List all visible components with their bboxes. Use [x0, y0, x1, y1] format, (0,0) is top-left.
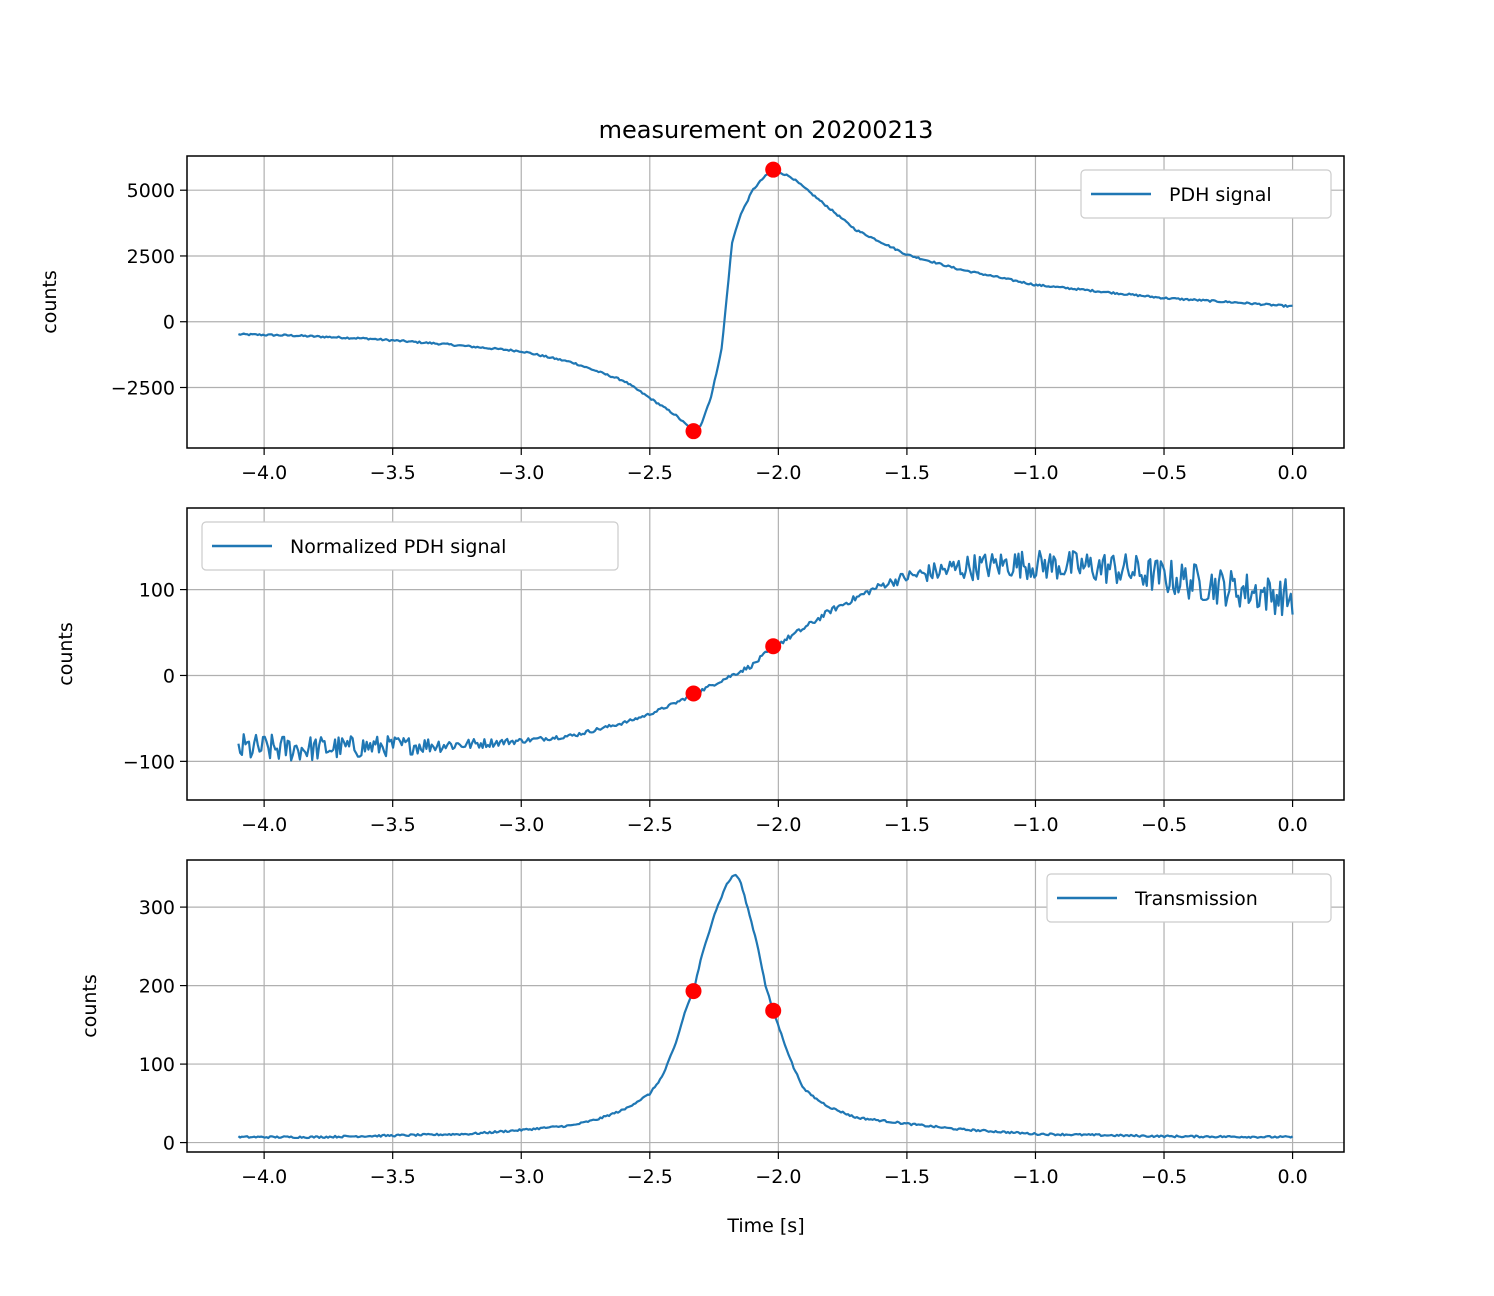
panel-3-grid [187, 860, 1344, 1152]
y-tick-label: 5000 [127, 180, 175, 202]
panel-2-legend: Normalized PDH signal [201, 521, 619, 571]
x-axis-label: Time [s] [726, 1215, 804, 1237]
chart-title: measurement on 20200213 [599, 116, 934, 144]
panel-3-ylabel: counts [79, 974, 101, 1038]
panel-2-ylabel: counts [55, 622, 77, 686]
x-tick-label: −0.5 [1141, 1166, 1187, 1188]
x-tick-label: −2.5 [627, 814, 673, 836]
legend-label: Normalized PDH signal [290, 536, 506, 558]
panel-3-plot [237, 873, 1294, 1140]
highlight-marker [685, 983, 702, 1000]
legend-frame [1046, 873, 1332, 923]
x-tick-label: −3.0 [498, 1166, 544, 1188]
highlight-marker [765, 1002, 782, 1019]
legend-frame [1080, 169, 1332, 219]
y-tick-label: 200 [139, 976, 175, 998]
panel-1-yticks: −2500 0 2500 5000 [111, 180, 187, 399]
x-tick-label: −0.5 [1141, 462, 1187, 484]
y-tick-label: 300 [139, 897, 175, 919]
x-tick-label: −2.5 [627, 462, 673, 484]
x-tick-label: −1.0 [1012, 814, 1058, 836]
legend-frame [201, 521, 619, 571]
x-tick-label: −3.0 [498, 814, 544, 836]
y-tick-label: 0 [163, 1133, 175, 1155]
highlight-marker [765, 161, 782, 178]
panel-2-plot [237, 549, 1294, 762]
x-tick-label: −3.5 [370, 1166, 416, 1188]
panel-pdh-signal: −4.0 −3.5 −3.0 −2.5 −2.0 −1.5 −1.0 −0.5 0.0 −250… [39, 155, 1345, 484]
highlight-marker [685, 685, 702, 702]
panel-2-yticks: −100 0 100 [123, 580, 187, 773]
highlight-marker [685, 423, 702, 440]
y-tick-label: 100 [139, 580, 175, 602]
panel-1-frame [186, 155, 1345, 449]
y-tick-label: 0 [163, 665, 175, 687]
legend-label: Transmission [1134, 888, 1258, 910]
panel-2-frame [186, 507, 1345, 801]
x-tick-label: −1.0 [1012, 462, 1058, 484]
panel-3-yticks: 0 100 200 300 [139, 897, 187, 1155]
y-tick-label: −100 [123, 751, 175, 773]
x-tick-label: −2.0 [755, 462, 801, 484]
panel-transmission: −4.0 −3.5 −3.0 −2.5 −2.0 −1.5 −1.0 −0.5 0.0 0 100… [79, 859, 1345, 1188]
legend-label: PDH signal [1169, 184, 1272, 206]
panel-1-legend: PDH signal [1080, 169, 1332, 219]
x-tick-label: −3.5 [370, 462, 416, 484]
y-tick-label: 0 [163, 312, 175, 334]
series-line [238, 169, 1293, 432]
x-tick-label: 0.0 [1277, 462, 1307, 484]
x-tick-label: −3.5 [370, 814, 416, 836]
series-line [237, 549, 1294, 762]
x-tick-label: −2.0 [755, 814, 801, 836]
y-tick-label: −2500 [111, 377, 175, 399]
highlight-marker [765, 638, 782, 655]
x-tick-label: 0.0 [1277, 814, 1307, 836]
panel-3-xticks: −4.0 −3.5 −3.0 −2.5 −2.0 −1.5 −1.0 −0.5 0.0 [241, 1152, 1308, 1188]
x-tick-label: −0.5 [1141, 814, 1187, 836]
x-tick-label: −3.0 [498, 462, 544, 484]
y-tick-label: 2500 [127, 246, 175, 268]
x-tick-label: −2.0 [755, 1166, 801, 1188]
panel-1-ylabel: counts [39, 270, 61, 334]
x-tick-label: −2.5 [627, 1166, 673, 1188]
x-tick-label: −1.5 [884, 462, 930, 484]
x-tick-label: −4.0 [241, 462, 287, 484]
x-tick-label: −4.0 [241, 814, 287, 836]
y-tick-label: 100 [139, 1054, 175, 1076]
x-tick-label: −1.0 [1012, 1166, 1058, 1188]
panel-1-plot [238, 161, 1293, 440]
panel-3-frame [186, 859, 1345, 1153]
x-tick-label: −4.0 [241, 1166, 287, 1188]
series-line [237, 873, 1294, 1140]
panel-1-xticks: −4.0 −3.5 −3.0 −2.5 −2.0 −1.5 −1.0 −0.5 0.0 [241, 448, 1308, 484]
panel-normalized-pdh-signal: −4.0 −3.5 −3.0 −2.5 −2.0 −1.5 −1.0 −0.5 0.0 −100… [55, 507, 1345, 836]
panel-3-legend: Transmission [1046, 873, 1332, 923]
x-tick-label: −1.5 [884, 814, 930, 836]
x-tick-label: −1.5 [884, 1166, 930, 1188]
panel-2-xticks: −4.0 −3.5 −3.0 −2.5 −2.0 −1.5 −1.0 −0.5 0.0 [241, 800, 1308, 836]
x-tick-label: 0.0 [1277, 1166, 1307, 1188]
